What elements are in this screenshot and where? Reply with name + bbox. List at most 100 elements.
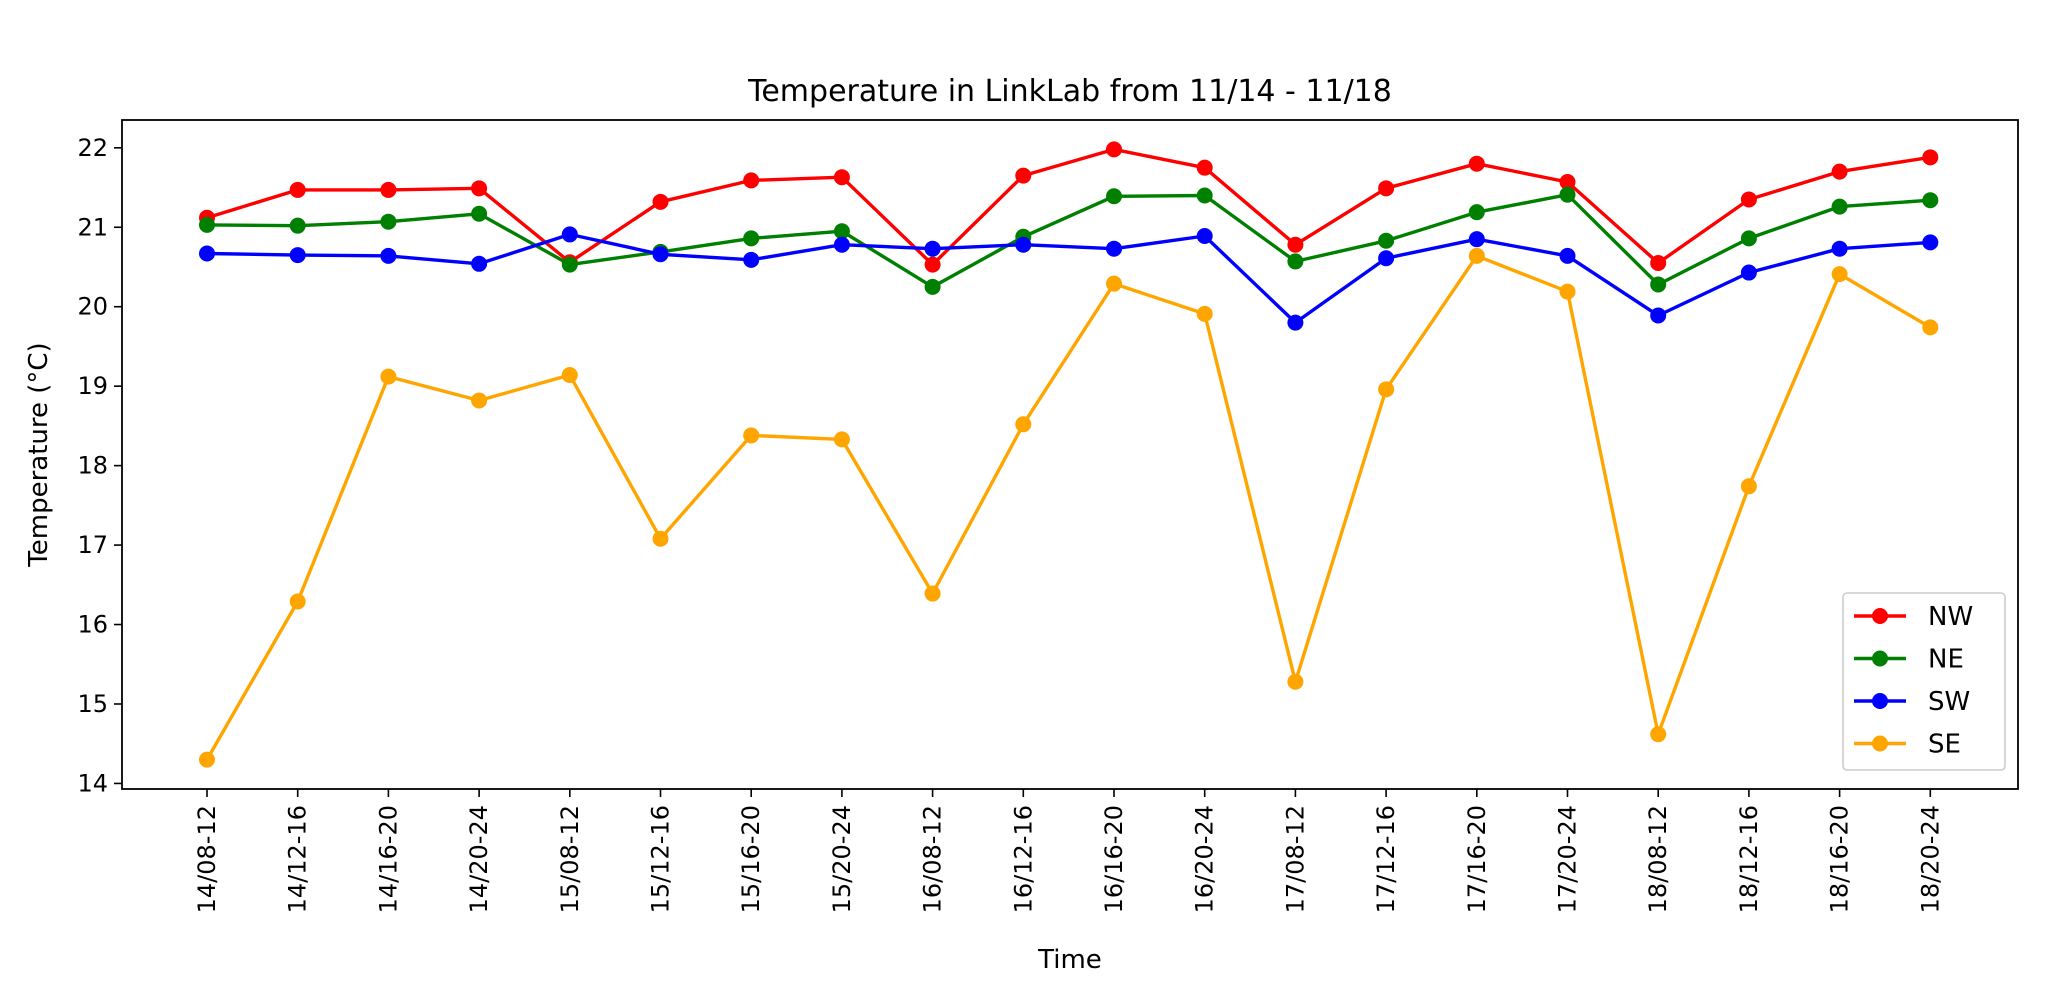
x-tick-label: 16/16-20: [1100, 805, 1128, 913]
series-sw: [199, 226, 1939, 331]
data-point-nw: [380, 181, 397, 198]
series-nw: [199, 141, 1939, 273]
data-point-sw: [1922, 234, 1939, 251]
data-point-ne: [199, 216, 215, 233]
data-point-se: [1287, 673, 1304, 690]
legend: NW NE SW SE: [1842, 592, 2006, 771]
data-point-nw: [743, 172, 760, 189]
data-point-nw: [652, 193, 669, 210]
x-tick-label: 17/16-20: [1463, 805, 1491, 913]
data-point-ne: [743, 230, 760, 247]
data-point-ne: [1378, 232, 1395, 249]
legend-marker-nw: [1872, 608, 1888, 624]
chart-title: Temperature in LinkLab from 11/14 - 11/1…: [747, 74, 1392, 109]
data-point-nw: [1106, 141, 1122, 158]
data-point-nw: [471, 180, 488, 197]
y-axis-label: Temperature (°C): [24, 342, 54, 567]
y-tick-label: 14: [77, 769, 108, 797]
data-point-sw: [289, 247, 306, 264]
x-tick-label: 18/08-12: [1644, 805, 1672, 913]
data-point-se: [471, 392, 488, 409]
data-point-nw: [1559, 173, 1576, 190]
data-point-ne: [1287, 253, 1304, 270]
data-point-se: [1468, 247, 1485, 264]
legend-label-se: SE: [1928, 730, 1961, 760]
data-point-sw: [471, 255, 488, 272]
x-tick-label: 16/20-24: [1191, 805, 1219, 913]
y-tick-label: 20: [77, 293, 108, 321]
data-point-sw: [561, 226, 578, 243]
data-point-ne: [1922, 192, 1939, 209]
x-tick-label: 18/20-24: [1916, 805, 1944, 913]
data-point-ne: [1468, 204, 1485, 221]
x-tick-label: 18/12-16: [1735, 805, 1763, 913]
data-point-sw: [1378, 250, 1395, 267]
data-point-sw: [743, 251, 760, 268]
legend-label-nw: NW: [1928, 602, 1973, 632]
data-point-se: [1106, 275, 1122, 292]
data-point-sw: [1015, 236, 1032, 253]
data-point-se: [1196, 305, 1213, 322]
data-point-se: [199, 751, 215, 768]
data-point-se: [743, 427, 760, 444]
data-point-ne: [1831, 198, 1848, 215]
data-point-nw: [833, 169, 850, 186]
data-point-se: [1559, 283, 1576, 300]
x-tick-label: 15/20-24: [828, 805, 856, 913]
data-point-sw: [1106, 240, 1122, 257]
data-point-ne: [1559, 186, 1576, 203]
data-point-se: [380, 368, 397, 385]
data-point-sw: [1468, 231, 1485, 248]
data-point-sw: [652, 246, 669, 263]
legend-box: [1842, 592, 2006, 771]
data-point-se: [1650, 726, 1667, 743]
x-tick-label: 15/12-16: [647, 805, 675, 913]
series-line-nw: [206, 147, 1931, 267]
x-tick-label: 16/12-16: [1009, 805, 1037, 913]
x-tick-label: 14/16-20: [374, 805, 402, 913]
data-point-se: [924, 585, 941, 602]
data-point-se: [289, 593, 306, 610]
data-point-sw: [1559, 247, 1576, 264]
data-point-ne: [1650, 276, 1667, 293]
x-tick-label: 17/20-24: [1554, 805, 1582, 913]
legend-entry-ne: NE: [1854, 645, 1964, 675]
series-line-ne: [206, 192, 1931, 289]
x-tick-label: 14/20-24: [465, 805, 493, 913]
x-tick-label: 14/08-12: [193, 805, 221, 913]
data-point-se: [1831, 266, 1848, 283]
x-tick-label: 18/16-20: [1826, 805, 1854, 913]
data-point-sw: [380, 247, 397, 264]
data-point-nw: [1740, 191, 1757, 208]
data-point-sw: [1650, 307, 1667, 324]
series-line-se: [205, 254, 1932, 761]
data-point-ne: [924, 278, 941, 295]
legend-items: NW NE SW SE: [1854, 602, 1973, 760]
y-tick-label: 18: [77, 452, 108, 480]
data-point-nw: [1015, 167, 1032, 184]
data-point-sw: [1287, 314, 1304, 331]
data-point-nw: [1650, 255, 1667, 272]
y-tick-label: 19: [77, 372, 108, 400]
data-point-nw: [1196, 159, 1213, 176]
data-point-se: [561, 367, 578, 384]
x-tick-label: 17/08-12: [1281, 805, 1309, 913]
data-point-ne: [833, 223, 850, 240]
x-tick-label: 17/12-16: [1372, 805, 1400, 913]
y-tick-label: 21: [77, 213, 108, 241]
legend-marker-sw: [1872, 693, 1888, 709]
series-ne: [199, 186, 1939, 295]
data-point-ne: [380, 213, 397, 230]
legend-marker-se: [1872, 735, 1888, 752]
data-point-nw: [924, 256, 941, 273]
data-point-ne: [561, 256, 578, 273]
data-point-sw: [1196, 228, 1213, 245]
legend-label-sw: SW: [1928, 687, 1970, 717]
y-tick-label: 16: [77, 611, 108, 639]
data-point-se: [1378, 381, 1395, 398]
data-point-nw: [1831, 163, 1848, 180]
series-group: [199, 141, 1939, 768]
legend-entry-nw: NW: [1854, 602, 1973, 632]
